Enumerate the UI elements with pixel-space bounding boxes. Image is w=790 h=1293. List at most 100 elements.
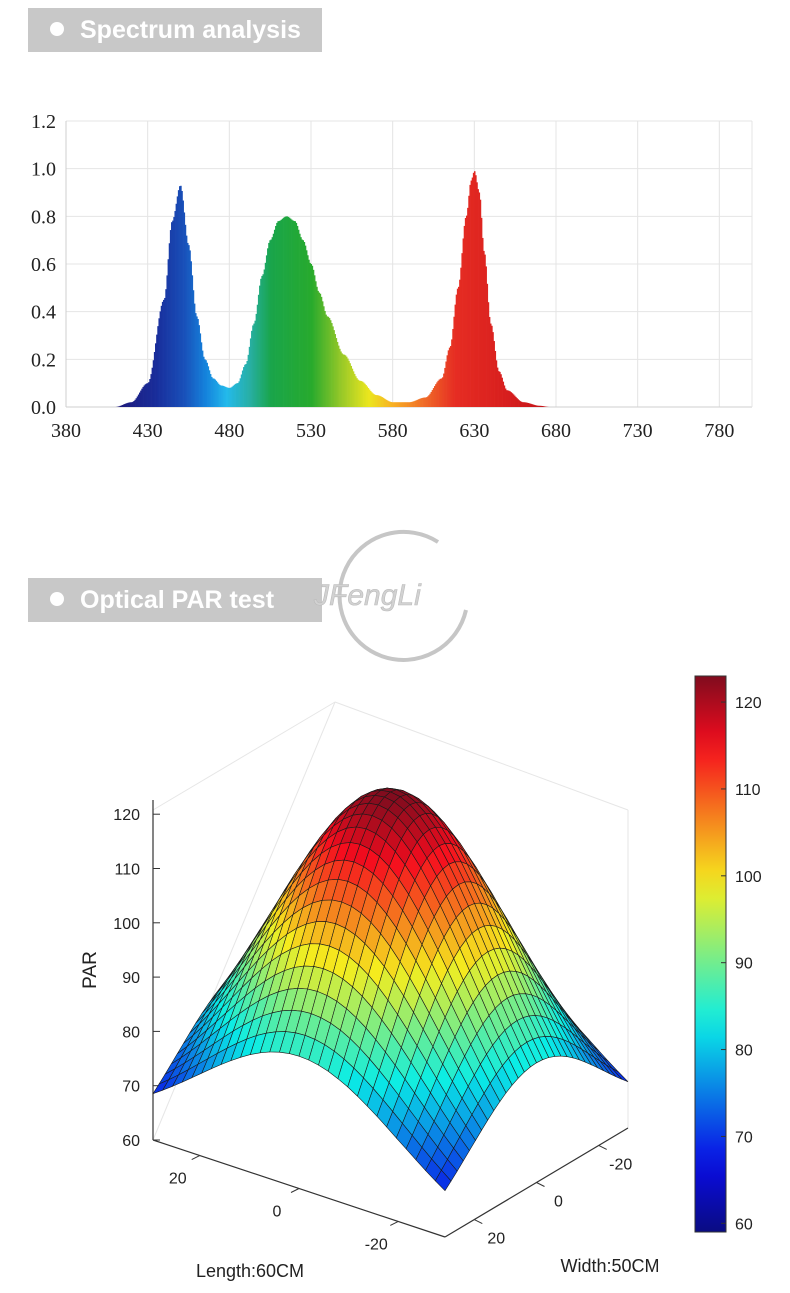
par-length-tick-label: -20 [365,1236,388,1253]
spectrum-band [119,405,122,407]
spectrum-band [413,401,415,407]
spectrum-band [483,250,485,407]
spectrum-band [504,388,507,407]
par-z-tick-label: 100 [113,916,140,933]
par-width-tick-label: 20 [487,1231,505,1248]
par-length-tick [290,1188,300,1193]
par-z-axis-label: PAR [80,951,101,989]
spectrum-band [523,402,525,407]
spectrum-band [412,401,414,407]
spectrum-band [494,350,497,407]
spectrum-band [277,221,279,407]
watermark-ring [337,530,468,662]
spectrum-band [289,218,292,407]
spectrum-band [478,192,481,407]
spectrum-band [267,248,269,407]
spectrum-band [436,382,438,407]
spectrum-band [241,370,244,407]
par-z-tick-label: 120 [113,807,140,824]
spectrum-band [273,229,276,407]
spectrum-band [389,401,391,407]
spectrum-band [141,388,143,407]
spectrum-band [318,292,321,407]
spectrum-band [519,401,522,407]
spectrum-band [348,360,350,407]
spectrum-band [384,399,387,407]
spectrum-band [262,274,264,407]
spectrum-band [454,304,457,407]
spectrum-band [496,367,499,407]
spectrum-band [168,243,171,407]
spectrum-band [349,363,351,407]
spectrum-band [356,378,358,407]
spectrum-band [184,224,187,407]
spectrum-band [316,286,318,407]
par-surface-chart: 60 70 80 90 100 110 120 PAR 20 0 -20 -20 0 20 Length:6… [80,675,762,1281]
spectrum-band [512,394,515,407]
spectrum-band [509,391,511,407]
bullet-icon [50,22,64,37]
spectrum-band [319,293,322,407]
spectrum-band [325,314,327,407]
par-z-tick-label: 90 [122,970,140,987]
spectrum-band [466,215,468,407]
spectrum-band [535,405,538,407]
spectrum-band [341,353,343,407]
spectrum-band [530,403,532,407]
spectrum-band [456,288,459,407]
spectrum-band [254,320,256,407]
spectrum-band [120,405,123,407]
spectrum-band [463,225,466,407]
spectrum-band [508,390,510,407]
spectrum-band [403,402,405,407]
spectrum-band [361,381,364,407]
spectrum-band [207,366,210,407]
spectrum-band [196,316,198,407]
spectrum-band [240,374,243,407]
par-z-tick-label: 80 [122,1024,140,1041]
spectrum-band [253,323,255,407]
spectrum-band [344,355,347,407]
spectrum-band [198,325,200,407]
spectrum-band [305,250,308,407]
spectrum-band [332,326,334,407]
spectrum-band [287,216,290,407]
spectrum-band [359,380,362,407]
spectrum-band [151,367,154,407]
spectrum-band [395,402,397,407]
spectrum-band [520,401,523,407]
spectrum-band [388,401,390,407]
spectrum-band [272,233,275,407]
spectrum-band [531,404,533,407]
spectrum-band [156,334,158,407]
spectrum-band [518,400,521,407]
spectrum-band [401,402,404,407]
spectrum-band [538,405,540,407]
spectrum-band [536,405,539,407]
spectrum-band [501,377,503,407]
spectrum-band [155,343,157,407]
spectrum-band [164,297,166,407]
spectrum-band [217,383,220,407]
spectrum-band [440,378,443,407]
spectrum-band [365,385,367,407]
spectrum-band [311,265,314,407]
spectrum-band [409,402,412,407]
spectrum-band [468,195,470,407]
spectrum-band [281,218,284,407]
par-colorbar-tick-label: 80 [735,1043,753,1060]
spectrum-band [486,283,489,407]
spectrum-band [492,332,494,407]
spectrum-band [185,235,188,407]
spectrum-band [328,318,331,407]
spectrum-x-tick-label: 430 [133,420,163,442]
spectrum-band [490,323,492,407]
spectrum-band [275,225,277,407]
spectrum-band [471,177,474,407]
spectrum-band [227,387,229,407]
spectrum-y-tick-label: 1.0 [31,159,56,181]
spectrum-band [215,380,218,407]
spectrum-band [201,350,204,407]
spectrum-band [211,376,213,407]
spectrum-band [179,186,181,407]
